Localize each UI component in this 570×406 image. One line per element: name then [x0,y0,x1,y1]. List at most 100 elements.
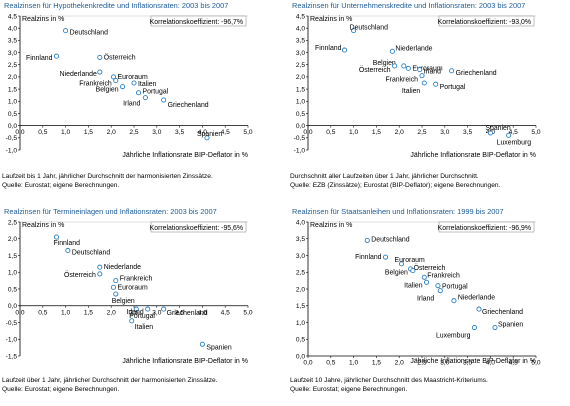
x-tick-label: 4,0 [198,309,207,316]
y-tick-label: -1,0 [6,147,18,154]
x-tick-label: 3,5 [175,129,184,136]
y-tick-label: 4,0 [296,219,305,226]
y-tick-label: 2,0 [296,74,305,81]
data-point-label: Griechenland [482,309,523,316]
data-point-label: Finnland [26,55,53,62]
y-tick-label: 0,5 [296,111,305,118]
y-tick-label: -0,5 [6,320,18,327]
y-tick-label: 2,0 [296,286,305,293]
data-point-label: Frankreich [120,276,153,283]
x-axis-title: Jährliche Inflationsrate BIP-Deflator in… [122,358,248,365]
data-point [401,63,407,69]
data-point-label: Portugal [442,284,468,291]
data-point [129,318,135,324]
chart-title: Realzinsen für Staatsanleihen und Inflat… [292,207,504,216]
data-point [419,73,425,79]
data-point-label: Spanien [498,322,523,329]
x-tick-label: 1,5 [84,309,93,316]
y-tick-label: -1,0 [294,147,306,154]
data-point-label: Spanien [197,131,222,138]
x-tick-label: 4,5 [509,360,518,367]
data-point-label: Belgien [112,298,135,305]
y-tick-label: 1,5 [296,303,305,310]
y-tick-label: 1,0 [296,99,305,106]
data-point [113,278,119,284]
y-tick-label: 0,0 [8,303,17,310]
correlation-label: Korrelationskoeffizient: -96,7% [150,19,243,26]
chart-title: Realzinsen für Unternehmenskredite und I… [292,1,526,10]
data-point-label: Portugal [440,84,466,91]
x-tick-label: 0,5 [326,360,335,367]
x-tick-label: 1,0 [349,129,358,136]
data-point [341,47,348,53]
correlation-annotation: Korrelationskoeffizient: -95,6% [150,221,247,233]
chart-title: Realzinsen für Hypothekenkredite und Inf… [4,1,229,10]
x-tick-label: 5,0 [531,129,540,136]
data-point-label: Euroraum [412,65,443,72]
data-point-label: Irland [126,309,143,316]
data-point-label: Frankreich [385,77,418,84]
data-point [476,306,482,312]
x-tick-label: 2,0 [107,129,116,136]
y-tick-label: 3,0 [296,253,305,260]
data-point [97,69,103,75]
data-point-label: Belgien [373,60,396,67]
data-point [398,261,405,267]
chart-panel-hypothekenkredite: Realzinsen für Hypothekenkredite und Inf… [0,0,276,198]
y-axis-title: Realzins in % [310,222,352,229]
correlation-annotation: Korrelationskoeffizient: -96,7% [150,15,247,27]
chart-panel-staatsanleihen: Realzinsen für Staatsanleihen und Inflat… [288,206,564,404]
x-tick-label: 1,0 [61,129,70,136]
data-point [492,324,498,331]
data-point [142,95,148,101]
chart-source: Quelle: Eurostat; eigene Berechnungen. [2,182,120,189]
data-point [161,97,167,103]
chart-panel-unternehmenskredite: Realzinsen für Unternehmenskredite und I… [288,0,564,198]
x-tick-label: 1,5 [372,360,381,367]
data-point-label: Deutschland [371,236,409,243]
scatter-plot: -1,0-0,50,00,51,01,52,02,53,03,54,04,50,… [6,13,253,159]
x-tick-label: 2,5 [129,309,138,316]
chart-source: Quelle: Eurostat; eigene Berechnungen. [2,386,120,393]
correlation-annotation: Korrelationskoeffizient: -93,0% [438,15,535,27]
y-tick-label: 1,0 [8,99,17,106]
data-point-label: Griechenland [456,70,497,77]
x-tick-label: 2,0 [395,360,404,367]
y-tick-label: -1,5 [6,353,18,360]
x-tick-label: 3,5 [463,129,472,136]
x-tick-label: 1,0 [61,309,70,316]
y-tick-label: 3,0 [296,50,305,57]
chart-note: Laufzeit bis 1 Jahr, jährlicher Durchsch… [2,173,213,180]
x-tick-label: 3,0 [152,309,161,316]
data-point-label: Luxemburg [497,139,532,146]
data-point [405,65,411,71]
x-tick-label: 0,0 [15,129,24,136]
x-tick-label: 2,5 [417,360,426,367]
data-point [113,78,119,84]
y-axis-title: Realzins in % [310,16,352,23]
data-point [421,274,427,280]
data-point-label: Euroraum [117,284,148,291]
data-point-label: Deutschland [72,249,110,256]
data-point-label: Griechenland [167,310,208,317]
data-point [421,80,427,86]
x-tick-label: 0,0 [303,360,312,367]
y-tick-label: 2,0 [8,74,17,81]
data-point [97,271,103,277]
y-axis-title: Realzins in % [22,16,64,23]
x-tick-label: 1,0 [349,360,358,367]
data-point-label: Niederlande [60,71,97,78]
annotation-box [438,15,535,27]
annotation-box [438,221,535,233]
data-point-label: Deutschland [70,30,108,37]
x-tick-label: 3,0 [440,129,449,136]
data-point [471,324,477,331]
data-point [392,63,398,69]
annotation-box [150,221,247,233]
data-point [65,247,71,254]
data-point-label: Niederlande [458,295,495,302]
y-tick-label: 3,5 [8,38,17,45]
x-tick-label: 0,5 [326,129,335,136]
data-point-label: Belgien [385,270,408,277]
y-tick-label: 2,0 [8,236,17,243]
